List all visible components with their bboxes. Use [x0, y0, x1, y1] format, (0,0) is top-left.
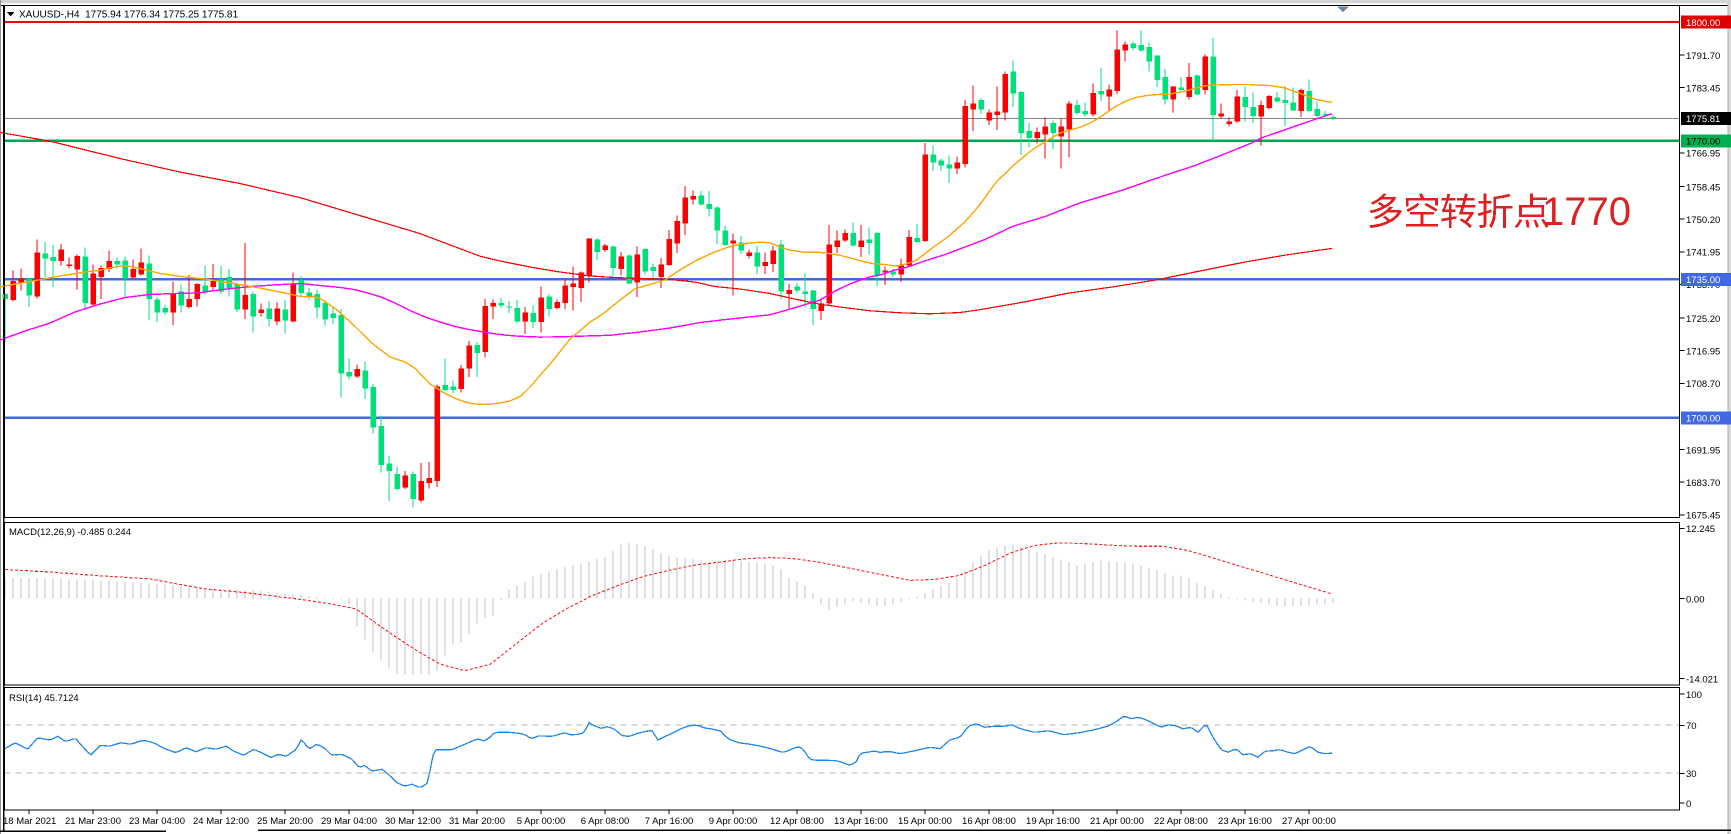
- svg-text:1675.45: 1675.45: [1686, 511, 1720, 522]
- svg-text:1800.00: 1800.00: [1686, 18, 1720, 29]
- svg-text:27 Apr 00:00: 27 Apr 00:00: [1282, 816, 1336, 827]
- svg-text:RSI(14) 45.7124: RSI(14) 45.7124: [9, 693, 79, 704]
- svg-text:1708.70: 1708.70: [1686, 379, 1720, 390]
- svg-text:21 Mar 23:00: 21 Mar 23:00: [65, 816, 121, 827]
- svg-text:23 Mar 04:00: 23 Mar 04:00: [129, 816, 185, 827]
- svg-text:6 Apr 08:00: 6 Apr 08:00: [581, 816, 630, 827]
- svg-text:1750.20: 1750.20: [1686, 215, 1720, 226]
- svg-text:1791.70: 1791.70: [1686, 51, 1720, 62]
- svg-text:1691.95: 1691.95: [1686, 445, 1720, 456]
- svg-text:12.245: 12.245: [1686, 524, 1715, 535]
- svg-text:1770.00: 1770.00: [1686, 137, 1720, 148]
- svg-text:12 Apr 08:00: 12 Apr 08:00: [770, 816, 824, 827]
- svg-text:18 Mar 2021: 18 Mar 2021: [3, 816, 56, 827]
- svg-text:MACD(12,26,9) -0.485 0.244: MACD(12,26,9) -0.485 0.244: [9, 527, 131, 538]
- svg-text:31 Mar 20:00: 31 Mar 20:00: [449, 816, 505, 827]
- svg-text:1783.45: 1783.45: [1686, 83, 1720, 94]
- svg-text:19 Apr 16:00: 19 Apr 16:00: [1026, 816, 1080, 827]
- svg-text:1716.95: 1716.95: [1686, 347, 1720, 358]
- svg-text:0.00: 0.00: [1686, 594, 1705, 605]
- svg-text:100: 100: [1686, 690, 1702, 701]
- svg-text:24 Mar 12:00: 24 Mar 12:00: [193, 816, 249, 827]
- svg-text:7 Apr 16:00: 7 Apr 16:00: [645, 816, 694, 827]
- svg-text:29 Mar 04:00: 29 Mar 04:00: [321, 816, 377, 827]
- svg-text:30: 30: [1686, 769, 1697, 780]
- svg-text:0: 0: [1686, 799, 1691, 810]
- svg-text:16 Apr 08:00: 16 Apr 08:00: [962, 816, 1016, 827]
- svg-text:1683.70: 1683.70: [1686, 478, 1720, 489]
- svg-text:21 Apr 00:00: 21 Apr 00:00: [1090, 816, 1144, 827]
- svg-text:15 Apr 00:00: 15 Apr 00:00: [898, 816, 952, 827]
- svg-text:1741.95: 1741.95: [1686, 248, 1720, 259]
- svg-text:70: 70: [1686, 721, 1697, 732]
- svg-text:23 Apr 16:00: 23 Apr 16:00: [1218, 816, 1272, 827]
- svg-text:13 Apr 16:00: 13 Apr 16:00: [834, 816, 888, 827]
- svg-text:30 Mar 12:00: 30 Mar 12:00: [385, 816, 441, 827]
- svg-text:25 Mar 20:00: 25 Mar 20:00: [257, 816, 313, 827]
- svg-text:1735.00: 1735.00: [1686, 275, 1720, 286]
- svg-text:22 Apr 08:00: 22 Apr 08:00: [1154, 816, 1208, 827]
- svg-text:1766.95: 1766.95: [1686, 149, 1720, 160]
- svg-text:1758.45: 1758.45: [1686, 182, 1720, 193]
- svg-text:XAUUSD-,H4 1775.94 1776.34 17: XAUUSD-,H4 1775.94 1776.34 1775.25 1775.…: [19, 9, 238, 20]
- svg-text:-14.021: -14.021: [1686, 674, 1718, 685]
- svg-text:1725.20: 1725.20: [1686, 314, 1720, 325]
- svg-text:1700.00: 1700.00: [1686, 414, 1720, 425]
- svg-text:9 Apr 00:00: 9 Apr 00:00: [709, 816, 758, 827]
- svg-text:1775.81: 1775.81: [1686, 114, 1720, 125]
- svg-text:1770: 1770: [1542, 190, 1631, 234]
- svg-text:5 Apr 00:00: 5 Apr 00:00: [517, 816, 566, 827]
